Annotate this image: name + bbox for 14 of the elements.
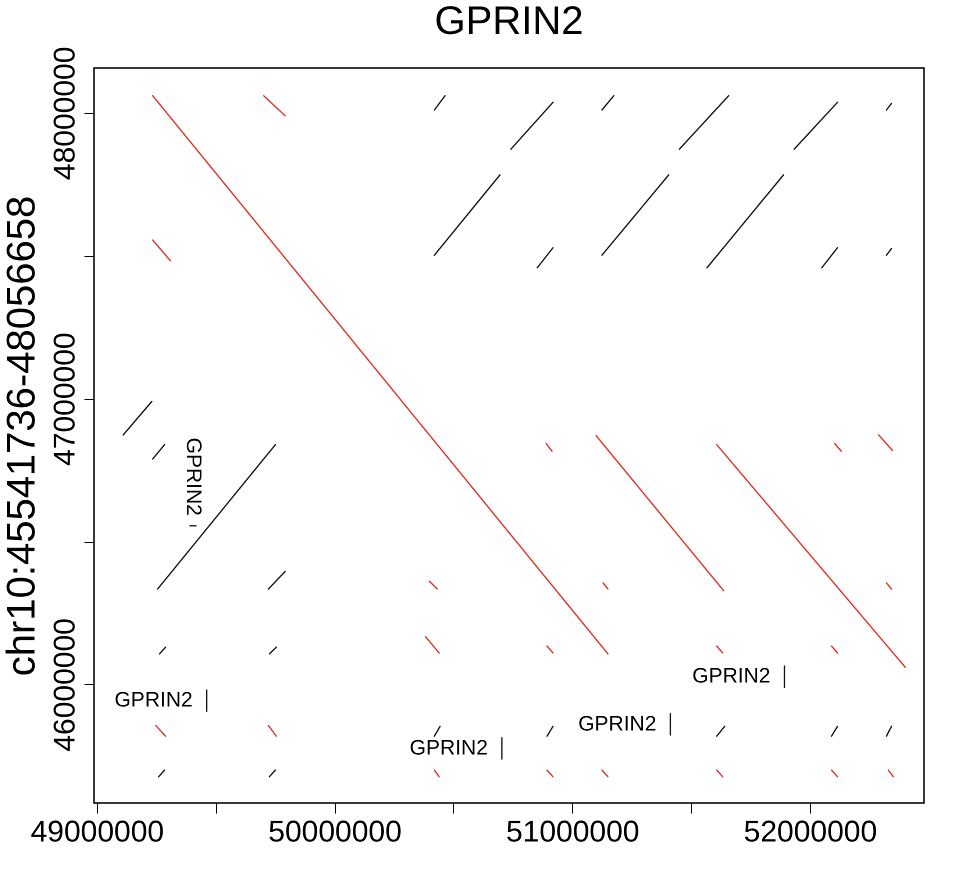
x-tick-label: 51000000: [506, 816, 640, 848]
annotation: GPRIN2: [114, 688, 193, 712]
chart-title: GPRIN2: [434, 0, 584, 44]
annotation: GPRIN2: [578, 712, 656, 736]
y-tick-label: 47000000: [48, 332, 82, 466]
annotation: GPRIN2: [410, 736, 488, 760]
x-tick-label: 49000000: [30, 816, 164, 848]
annotation: GPRIN2: [692, 664, 770, 688]
x-tick-label: 50000000: [268, 816, 402, 848]
y-tick-label: 48000000: [48, 46, 82, 180]
y-tick-label: 46000000: [48, 618, 82, 752]
x-tick-label: 52000000: [744, 816, 878, 848]
annotation: GPRIN2: [182, 438, 205, 516]
y-axis-title: chr10:45541736-48056658: [0, 196, 44, 676]
